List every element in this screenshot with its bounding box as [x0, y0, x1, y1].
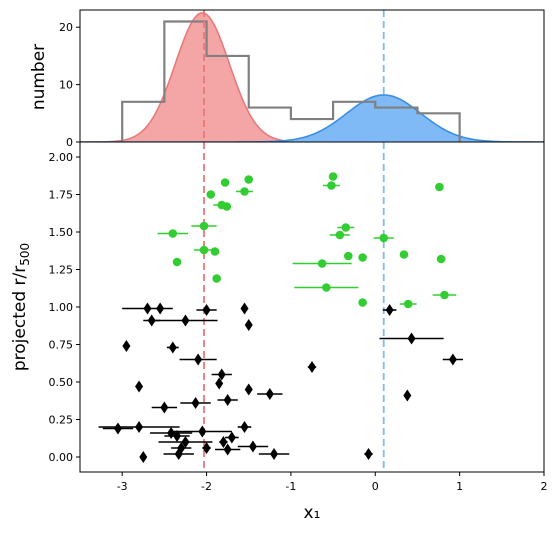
- scatter-point-black: [223, 443, 232, 456]
- scatter-point-black: [113, 422, 122, 435]
- scatter-point-black: [198, 425, 207, 438]
- bottom-ytick-label: 0.50: [49, 376, 74, 389]
- scatter-point-black: [265, 388, 274, 400]
- scatter-point-green: [436, 254, 446, 264]
- scatter-point-black: [143, 302, 152, 315]
- gaussian-fill-0: [80, 12, 544, 142]
- bottom-x-axis-label: x₁: [304, 503, 321, 523]
- bottom-ytick-label: 2.00: [49, 151, 74, 164]
- bottom-y-axis-label: projected r/r500: [10, 243, 32, 371]
- scatter-point-green: [199, 221, 209, 231]
- scatter-point-black: [139, 451, 148, 463]
- xtick-label: 1: [456, 480, 463, 493]
- gaussian-curve-1: [80, 94, 544, 142]
- scatter-point-black: [448, 353, 457, 366]
- scatter-point-black: [244, 319, 253, 331]
- scatter-point-green: [399, 250, 409, 259]
- scatter-point-black: [240, 421, 249, 433]
- scatter-point-green: [403, 299, 413, 309]
- scatter-point-black: [181, 436, 190, 448]
- gaussian-fill-1: [80, 94, 544, 142]
- scatter-point-black: [135, 421, 144, 433]
- scatter-point-green: [199, 245, 209, 255]
- scatter-point-black: [191, 397, 200, 409]
- top-ytick-label: 0: [66, 136, 73, 149]
- bottom-ytick-label: 0.75: [49, 339, 74, 352]
- xtick-label: -1: [285, 480, 296, 493]
- bottom-ytick-label: 1.00: [49, 301, 74, 314]
- scatter-point-black: [270, 448, 279, 460]
- scatter-point-black: [308, 361, 316, 373]
- scatter-point-black: [219, 436, 228, 448]
- scatter-point-green: [335, 230, 345, 240]
- scatter-point-green: [206, 190, 216, 199]
- bottom-ytick-label: 0.25: [49, 414, 74, 427]
- histogram-panel: 0 10 20: [59, 9, 545, 149]
- xtick-label: -2: [201, 480, 212, 493]
- top-ytick-label: 10: [59, 79, 73, 92]
- top-y-axis-label: number: [29, 44, 49, 110]
- scatter-point-black: [364, 448, 373, 460]
- scatter-point-black: [244, 383, 253, 396]
- scatter-point-green: [341, 223, 351, 232]
- scatter-point-black: [202, 304, 211, 316]
- scatter-point-green: [210, 247, 220, 256]
- scatter-point-green: [317, 259, 327, 268]
- scatter-point-black: [173, 430, 182, 442]
- scatter-point-black: [240, 302, 249, 315]
- scatter-point-green: [327, 181, 336, 190]
- scatter-point-black: [217, 368, 226, 381]
- scatter-point-black: [147, 314, 156, 327]
- scatter-point-green: [222, 202, 232, 211]
- bottom-ytick-label: 1.25: [49, 264, 74, 277]
- scatter-point-green: [212, 274, 221, 283]
- y-label-main: projected r/r: [10, 266, 30, 371]
- xtick-label: 0: [372, 480, 379, 493]
- scatter-panel: 0.00 0.25 0.50 0.75 1.00 1.25 1.50 1.75 2.00 -3 -2…: [49, 141, 548, 493]
- scatter-point-green: [358, 298, 367, 307]
- scatter-point-black: [168, 341, 177, 354]
- y-label-sub: 500: [18, 243, 32, 266]
- scatter-point-black: [385, 304, 394, 316]
- scatter-point-green: [358, 253, 367, 262]
- scatter-point-black: [194, 353, 203, 366]
- bottom-ytick-label: 1.50: [49, 226, 74, 239]
- scatter-point-green: [435, 182, 444, 192]
- scatter-point-black: [227, 431, 236, 444]
- scatter-point-black: [156, 302, 165, 315]
- scatter-point-green: [379, 233, 389, 243]
- scatter-point-black: [160, 401, 169, 414]
- scatter-point-green: [172, 257, 182, 267]
- scatter-point-black: [181, 314, 190, 327]
- scatter-point-green: [328, 172, 338, 181]
- bottom-ytick-label: 1.75: [49, 189, 74, 202]
- top-ytick-label: 20: [59, 21, 73, 34]
- bottom-ytick-label: 0.00: [49, 451, 74, 464]
- scatter-point-green: [168, 229, 178, 238]
- scatter-point-green: [244, 175, 254, 184]
- scatter-point-black: [215, 377, 224, 390]
- scatter-point-black: [407, 332, 416, 345]
- scatter-point-black: [135, 380, 144, 393]
- scatter-point-black: [248, 440, 257, 453]
- histogram-outline: [121, 20, 461, 142]
- xtick-label: -3: [117, 480, 128, 493]
- scatter-point-green: [343, 251, 353, 261]
- scatter-point-black: [403, 389, 412, 402]
- scatter-point-black: [223, 394, 232, 406]
- scatter-point-black: [122, 340, 131, 352]
- scatter-point-green: [220, 178, 230, 187]
- scatter-point-green: [440, 290, 449, 300]
- scatter-point-green: [240, 187, 249, 196]
- scatter-point-green: [322, 283, 331, 292]
- scatter-point-black: [174, 448, 183, 460]
- gaussian-curve-0: [80, 12, 544, 142]
- xtick-label: 2: [541, 480, 548, 493]
- scatter-point-black: [202, 442, 211, 454]
